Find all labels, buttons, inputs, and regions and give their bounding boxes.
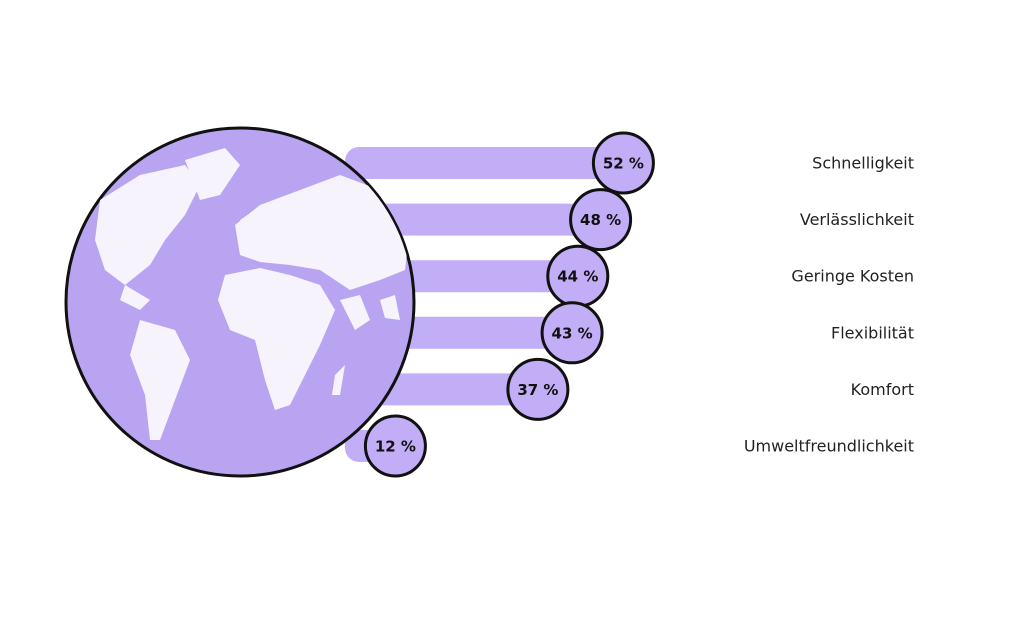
category-label: Schnelligkeit [812, 154, 914, 173]
value-label: 48 % [580, 211, 621, 229]
continents [95, 148, 410, 440]
category-label: Geringe Kosten [791, 267, 914, 286]
value-label: 43 % [552, 324, 593, 342]
value-label: 52 % [603, 155, 644, 173]
category-label: Umweltfreundlichkeit [744, 437, 914, 456]
value-label: 37 % [517, 381, 558, 399]
value-bubble [363, 414, 427, 478]
category-label: Verlässlichkeit [800, 210, 914, 229]
bar [345, 203, 601, 236]
category-label: Flexibilität [831, 323, 914, 342]
value-bubble [540, 301, 604, 365]
value-bubble [591, 131, 655, 195]
globe [64, 126, 416, 478]
bar [345, 147, 624, 179]
value-label: 12 % [375, 438, 416, 456]
bubbles: 52 % 48 % 44 % 43 % 37 % 12 % [363, 131, 655, 478]
value-label: 44 % [557, 268, 598, 286]
value-bubble [506, 357, 570, 421]
category-label: Komfort [851, 380, 914, 399]
category-labels: Schnelligkeit Verlässlichkeit Geringe Kost… [744, 154, 914, 456]
value-bubble [569, 188, 633, 252]
